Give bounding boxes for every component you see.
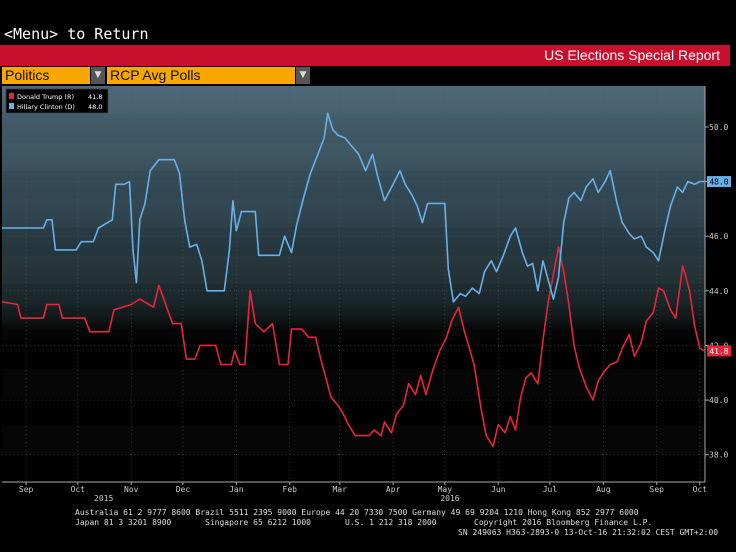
footer-session: SN 249063 H363-2893-0 13-Oct-16 21:32:02…: [458, 528, 719, 537]
menu-return-text[interactable]: <Menu> to Return: [4, 25, 149, 43]
x-tick-label: May: [438, 485, 453, 494]
footer-singapore: Singapore 65 6212 1000: [205, 518, 311, 527]
x-year-label: 2016: [440, 494, 459, 503]
series-line-clinton: [2, 112, 705, 303]
x-tick-label: Aug: [596, 485, 611, 494]
background-band: [2, 312, 705, 340]
x-tick-label: Sep: [19, 485, 34, 494]
x-tick-label: Dec: [176, 485, 191, 494]
last-value-tag-trump: [707, 345, 731, 357]
footer-japan: Japan 81 3 3201 8900: [75, 518, 172, 527]
legend-entry-value: 41.8: [88, 93, 102, 101]
legend-entry-name: Donald Trump (R): [17, 93, 74, 101]
view-dropdown[interactable]: RCP Avg Polls: [107, 67, 295, 84]
chevron-down-icon[interactable]: ▼: [91, 67, 105, 84]
footer-copyright: Copyright 2016 Bloomberg Finance L.P.: [474, 518, 653, 527]
x-tick-label: Oct: [71, 485, 86, 494]
legend-swatch: [9, 103, 14, 109]
y-tick-label: 46.0: [709, 232, 728, 241]
legend-box: [5, 88, 109, 114]
legend-entry-value: 48.0: [88, 103, 102, 111]
footer-contacts-line: Australia 61 2 9777 8600 Brazil 5511 239…: [75, 508, 639, 517]
y-tick-label: 40.0: [709, 396, 728, 405]
x-tick-label: Jun: [491, 485, 506, 494]
footer-us: U.S. 1 212 318 2000: [345, 518, 437, 527]
background-band: [2, 256, 705, 284]
y-tick-label: 44.0: [709, 287, 728, 296]
x-tick-label: Apr: [386, 485, 401, 494]
y-tick-label: 50.0: [709, 123, 728, 132]
background-band: [2, 143, 705, 171]
last-value-label-trump: 41.8: [709, 347, 728, 356]
x-tick-label: Mar: [332, 485, 347, 494]
legend-entry-name: Hillary Clinton (D): [17, 103, 75, 111]
x-tick-label: Nov: [124, 485, 139, 494]
x-tick-label: Feb: [283, 485, 298, 494]
background-band: [2, 425, 705, 453]
report-title: US Elections Special Report: [544, 47, 720, 63]
y-tick-label: 38.0: [709, 451, 728, 460]
last-value-tag-clinton: [707, 176, 731, 188]
legend-swatch: [9, 93, 14, 99]
series-line-trump: [1, 246, 706, 448]
report-header-bar: US Elections Special Report: [0, 45, 730, 66]
plot-background: [2, 86, 705, 482]
chevron-down-icon[interactable]: ▼: [296, 67, 310, 84]
chart-area: 38.040.042.044.046.048.050.0 SepOctNovDe…: [0, 84, 736, 512]
x-tick-label: Sep: [650, 485, 665, 494]
x-year-label: 2015: [94, 494, 113, 503]
category-dropdown[interactable]: Politics: [2, 67, 90, 84]
background-band: [2, 369, 705, 397]
x-tick-label: Oct: [693, 485, 708, 494]
footer: Australia 61 2 9777 8600 Brazil 5511 239…: [0, 508, 736, 552]
x-tick-label: Jan: [229, 485, 244, 494]
last-value-label-clinton: 48.0: [709, 178, 728, 187]
polling-chart: 38.040.042.044.046.048.050.0 SepOctNovDe…: [1, 86, 731, 503]
x-tick-label: Jul: [543, 485, 558, 494]
